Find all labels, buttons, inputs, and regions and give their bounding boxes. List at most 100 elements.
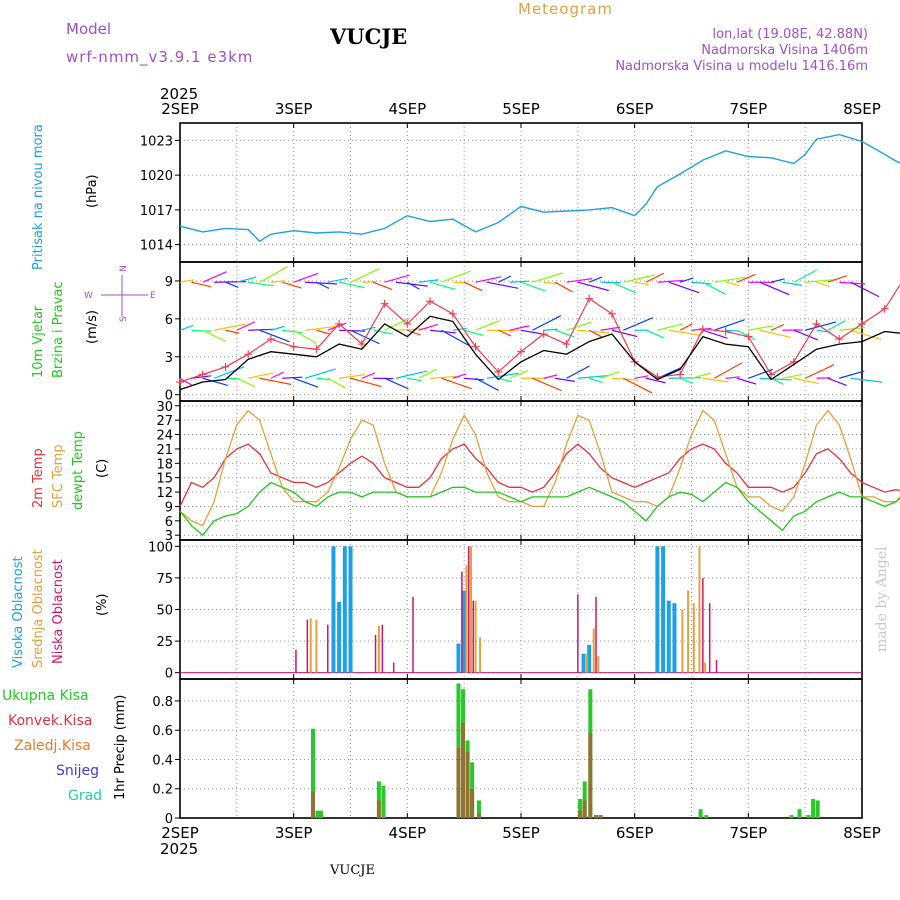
y-tick-label: 0.8 — [152, 695, 173, 710]
wind-arrow — [248, 328, 275, 331]
y-tick-label: 100 — [148, 540, 173, 555]
wind-unit: (m/s) — [85, 310, 100, 344]
y-tick-label: 3 — [165, 351, 173, 366]
wind-arrow — [270, 371, 284, 379]
y-tick-label: 0 — [165, 812, 173, 827]
gust-marker — [744, 332, 753, 341]
wind-arrow — [202, 271, 227, 283]
wind-label-1: 10m Vjetar — [31, 305, 46, 378]
pressure-unit: (hPa) — [85, 174, 100, 208]
cloud-high-bar — [342, 546, 347, 673]
wind-arrow — [782, 281, 803, 286]
date-axis: 2SEP 2SEP 3SEP 3SEP 4SEP 4SEP 5SEP 5SEP 6SEP 6SEP… — [161, 100, 881, 842]
rain-total-bar — [381, 785, 386, 818]
wind-arrow — [259, 377, 292, 385]
pressure-line — [179, 133, 900, 243]
wind-arrow — [770, 323, 785, 331]
wind-arrow — [839, 370, 865, 379]
wind-arrow — [418, 323, 439, 331]
wind-arrow — [770, 278, 785, 283]
y-tick-label: 18 — [156, 457, 173, 472]
cloud-mid-bar — [687, 590, 690, 673]
wind-speed-line — [179, 315, 900, 391]
wind-arrow — [804, 364, 835, 379]
wind-arrow — [668, 281, 700, 294]
wind-arrow — [770, 377, 784, 385]
wind-arrow — [486, 329, 519, 332]
date-label-bottom: 4SEP — [389, 824, 427, 842]
wind-arrow — [805, 278, 838, 283]
cloud-low-bar — [412, 596, 414, 673]
wind-arrow — [475, 377, 499, 391]
wind-arrow — [407, 281, 420, 290]
wind-arrow — [361, 372, 376, 379]
cloud-unit: (%) — [95, 594, 110, 617]
gust-marker — [880, 304, 889, 313]
cloud-low-bar — [595, 596, 597, 673]
dewpt-line — [179, 481, 900, 537]
wind-arrow — [248, 372, 274, 379]
wind-arrow — [373, 281, 393, 290]
gust-marker — [221, 362, 230, 371]
wind-arrow — [213, 366, 245, 379]
wind-arrow — [816, 281, 831, 288]
wind-arrow — [384, 274, 410, 283]
footer-station: VUCJE — [329, 863, 375, 878]
gust-marker — [403, 319, 412, 328]
gust-marker — [721, 327, 730, 336]
wind-arrow — [225, 281, 239, 289]
rain-total-bar — [815, 800, 820, 818]
date-label-bottom: 2SEP — [161, 824, 199, 842]
wind-arrow — [464, 377, 485, 381]
wind-arrow — [191, 329, 212, 332]
cloud-low-bar — [472, 600, 475, 673]
hail-label: Grad — [68, 788, 102, 804]
wind-arrow — [759, 329, 792, 339]
cloud-mid-bar — [585, 653, 588, 673]
compass-e: E — [150, 291, 156, 301]
wind-arrow — [623, 317, 653, 331]
date-label-bottom: 7SEP — [730, 824, 768, 842]
rain-conv-bar — [578, 810, 583, 818]
cloud-low-bar — [467, 546, 470, 673]
cloud-high-bar — [331, 546, 336, 673]
cloud-high-label: Visoka Oblacnost — [11, 556, 26, 668]
rain-total-bar — [315, 810, 320, 818]
wind-arrow — [282, 329, 303, 334]
temp2m-label: 2m Temp — [31, 448, 46, 508]
wind-arrow — [179, 324, 194, 331]
cloud-low-bar — [708, 603, 711, 673]
cloud-mid-bar — [597, 656, 600, 673]
sfc-temp-label: SFC Temp — [51, 444, 66, 508]
rain-conv-bar — [310, 791, 315, 818]
y-tick-label: 3 — [165, 529, 173, 544]
wind-arrow — [475, 319, 500, 331]
y-tick-label: 30 — [156, 400, 173, 415]
wind-arrow — [213, 323, 246, 331]
gust-marker — [539, 330, 548, 339]
rain-total-bar — [806, 815, 811, 818]
cloud-high-bar — [456, 643, 461, 673]
rain-total-bar — [376, 781, 381, 818]
wind-arrow — [543, 281, 558, 285]
y-tick-label: 21 — [156, 443, 173, 458]
y-tick-label: 27 — [156, 414, 173, 429]
wind-arrow — [532, 315, 562, 331]
rain-conv-bar — [588, 733, 593, 818]
cloud-mid-bar — [681, 609, 684, 673]
rain-total-bar — [789, 815, 794, 818]
wind-arrow — [725, 281, 740, 287]
gust-marker — [357, 340, 366, 349]
pressure-label: Pritisak na nivou mora — [31, 124, 46, 270]
wind-arrow — [566, 365, 590, 379]
cloud-high-bar — [655, 546, 660, 673]
wind-arrow — [509, 369, 529, 379]
wind-arrow — [327, 277, 348, 283]
cloud-low-bar — [374, 634, 377, 673]
cloud-high-bar — [337, 601, 342, 673]
sfc-temp-line — [179, 409, 900, 527]
wind-arrow — [282, 376, 303, 379]
date-label-top: 8SEP — [843, 100, 881, 118]
y-tick-label: 1017 — [140, 204, 173, 219]
gust-marker — [289, 342, 298, 351]
